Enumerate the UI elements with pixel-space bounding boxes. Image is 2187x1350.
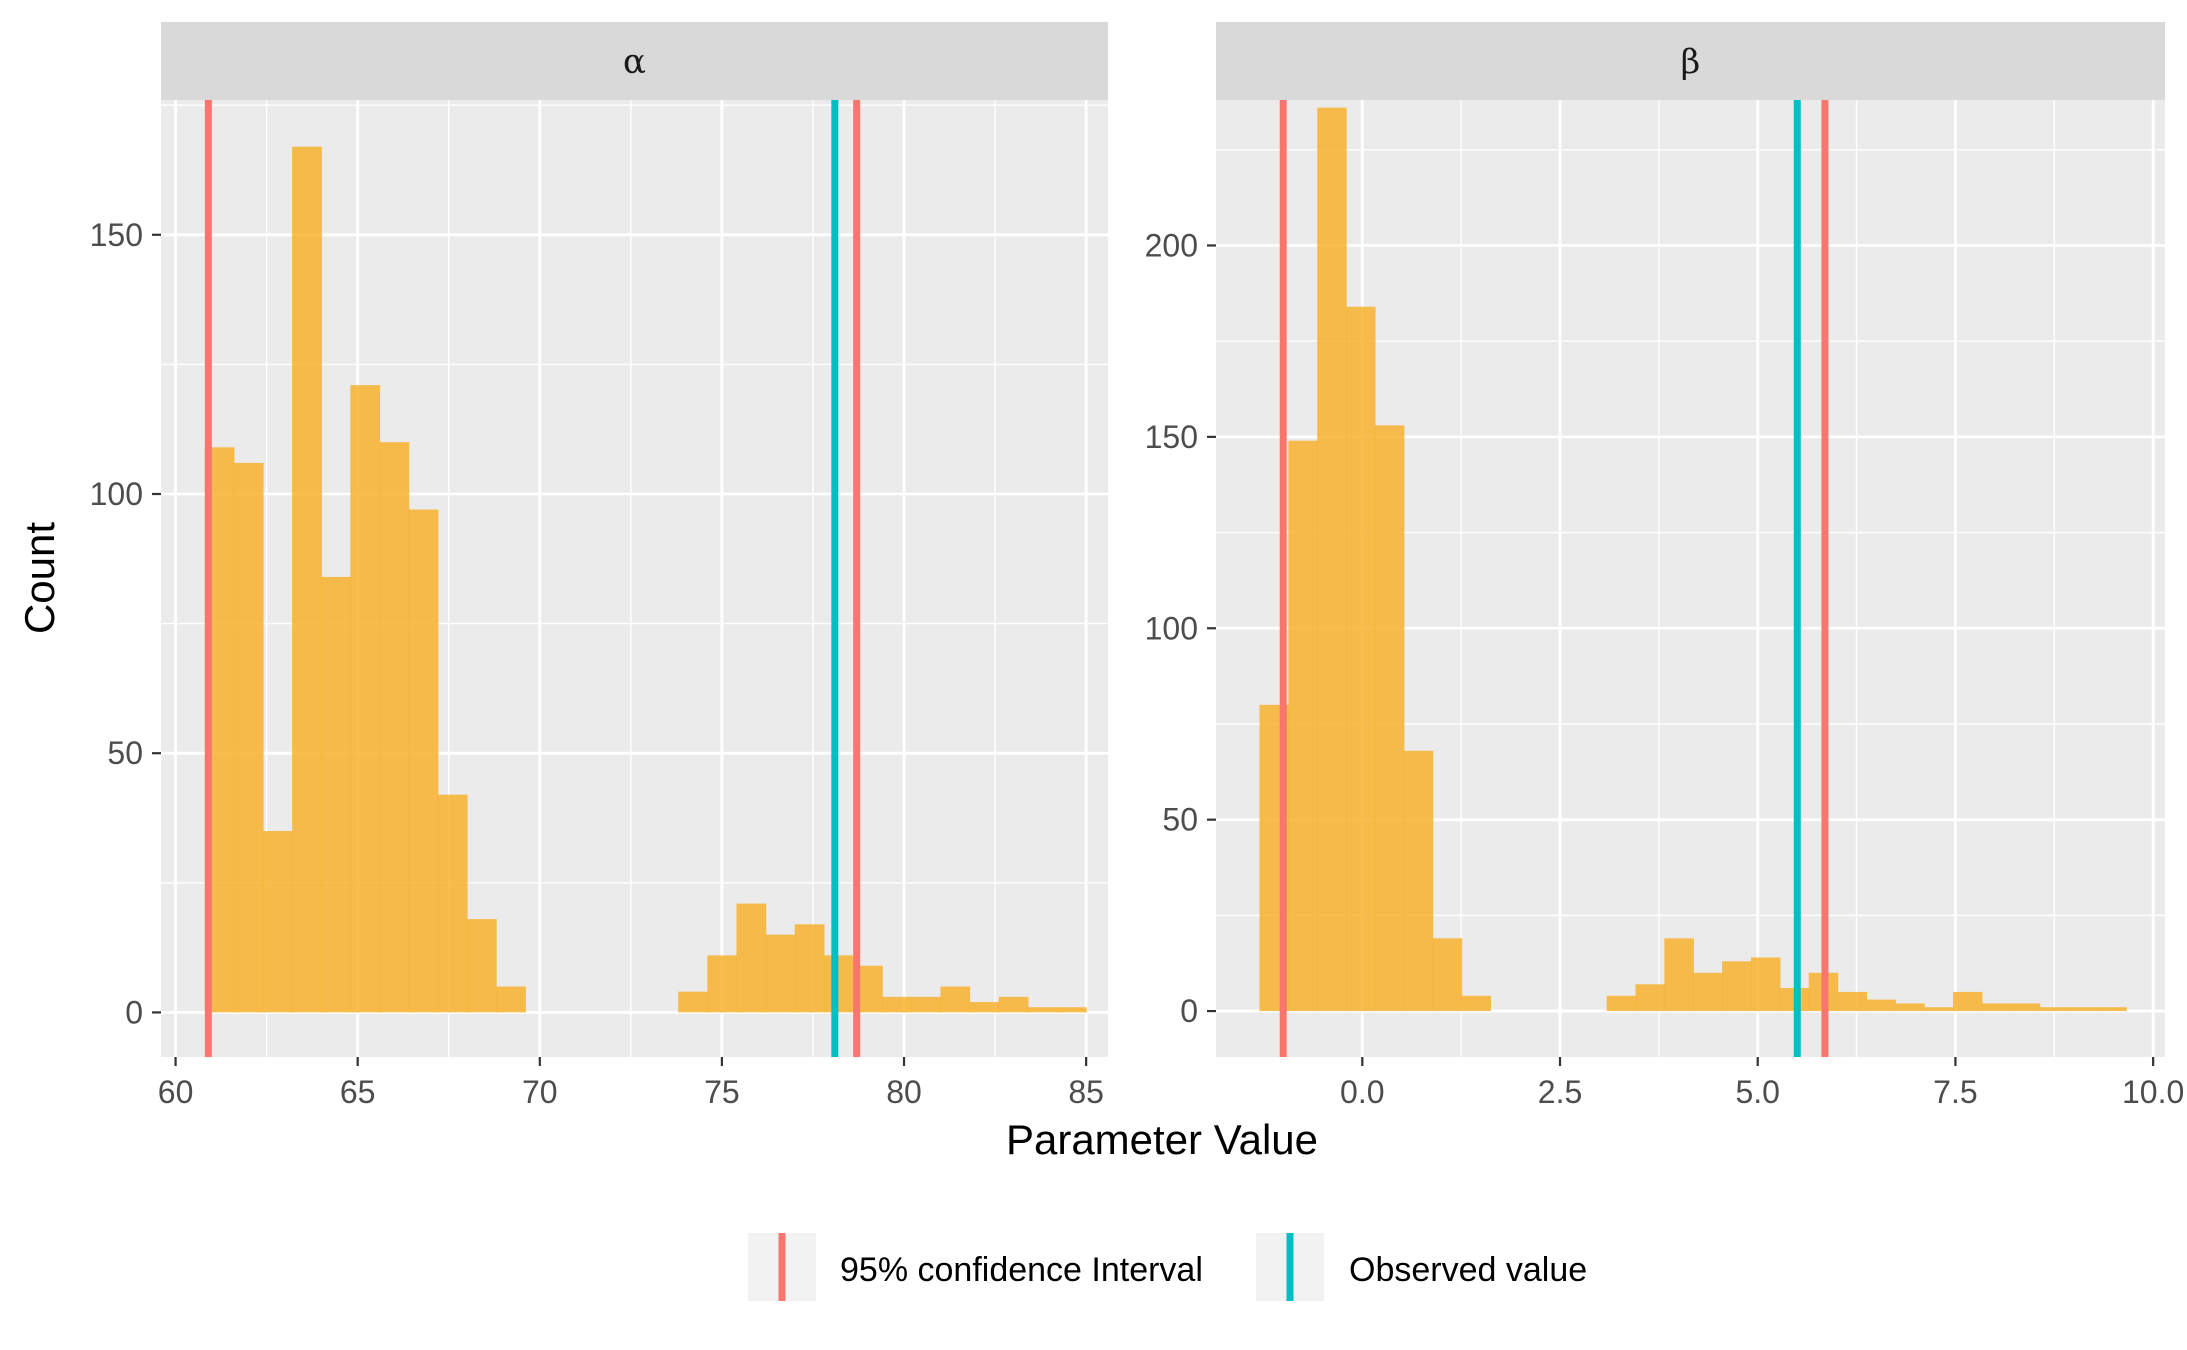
- histogram-bar: [1432, 938, 1463, 1012]
- y-tick-label: 150: [1145, 419, 1198, 455]
- histogram-bar: [736, 903, 767, 1013]
- y-tick-label: 100: [90, 476, 143, 512]
- histogram-bar: [496, 986, 526, 1013]
- x-tick-label: 60: [158, 1074, 194, 1110]
- histogram-bar: [1346, 306, 1376, 1012]
- histogram-bar: [2010, 1003, 2041, 1012]
- legend-label-ci: 95% confidence Interval: [840, 1251, 1203, 1289]
- y-tick-label: 50: [107, 735, 143, 771]
- histogram-bar: [1953, 991, 1983, 1012]
- histogram-bar: [321, 576, 351, 1013]
- histogram-bar: [466, 919, 497, 1013]
- histogram-bar: [911, 996, 942, 1013]
- histogram-bar: [1837, 991, 1868, 1012]
- histogram-bar: [1288, 440, 1318, 1012]
- histogram-bar: [823, 955, 854, 1013]
- histogram-bar: [2039, 1007, 2070, 1012]
- x-axis-title: Parameter Value: [1006, 1116, 1318, 1163]
- histogram-bar: [969, 1002, 1000, 1013]
- histogram-bar: [1635, 984, 1666, 1012]
- panel-2: β 0.0 2.5 5.0 7.5 10.0 0 50 100 150 200: [1145, 22, 2184, 1110]
- y-axis-title: Count: [16, 522, 63, 634]
- x-tick-label: 80: [886, 1074, 922, 1110]
- y-tick-label: 50: [1162, 802, 1198, 838]
- histogram-bar: [2068, 1007, 2098, 1012]
- histogram-bar: [1027, 1007, 1058, 1013]
- histogram-bar: [262, 830, 293, 1013]
- legend-label-observed: Observed value: [1349, 1251, 1587, 1289]
- histogram-bar: [1403, 750, 1434, 1012]
- histogram-bar: [292, 146, 322, 1013]
- y-tick-label: 0: [1180, 993, 1198, 1029]
- histogram-bar: [998, 996, 1029, 1013]
- x-tick-label: 75: [704, 1074, 740, 1110]
- x-tick-label: 7.5: [1933, 1074, 1977, 1110]
- panel-1: α 60 65 70 75 80 85 0 50 100 150: [90, 22, 1108, 1110]
- x-tick-label: 5.0: [1735, 1074, 1779, 1110]
- histogram-bar: [1664, 938, 1694, 1012]
- histogram-bar: [882, 996, 912, 1013]
- histogram-bar: [408, 509, 439, 1013]
- histogram-bar: [2097, 1007, 2127, 1012]
- x-tick-label: 10.0: [2122, 1074, 2184, 1110]
- histogram-bar: [1895, 1003, 1925, 1012]
- y-tick-label: 0: [125, 994, 143, 1030]
- histogram-bar: [1924, 1007, 1954, 1012]
- y-tick-label: 100: [1145, 610, 1198, 646]
- histogram-bar: [1461, 995, 1492, 1012]
- histogram-bar: [1866, 999, 1896, 1012]
- y-tick-label: 200: [1145, 227, 1198, 263]
- histogram-bar: [707, 955, 738, 1013]
- histogram-bar: [379, 442, 410, 1013]
- histogram-bar: [1693, 972, 1723, 1012]
- histogram-bar: [233, 462, 264, 1013]
- histogram-bar: [940, 986, 971, 1013]
- y-tick-label: 150: [90, 217, 143, 253]
- facet-strip-label: β: [1681, 42, 1701, 82]
- histogram-bar: [794, 924, 825, 1013]
- facet-strip: [161, 22, 1108, 100]
- x-tick-label: 85: [1068, 1074, 1104, 1110]
- histogram-bar: [437, 794, 468, 1013]
- histogram-bar: [1606, 995, 1637, 1012]
- x-tick-label: 0.0: [1340, 1074, 1384, 1110]
- histogram-bar: [1981, 1003, 2012, 1012]
- histogram-bar: [1722, 961, 1752, 1012]
- legend: 95% confidence Interval Observed value: [748, 1233, 1587, 1301]
- facet-strip: [1216, 22, 2165, 100]
- histogram-bar: [1317, 107, 1347, 1012]
- facet-strip-label: α: [623, 42, 646, 82]
- x-tick-label: 65: [340, 1074, 376, 1110]
- histogram-bar: [678, 991, 708, 1013]
- histogram-bar: [1057, 1007, 1087, 1013]
- histogram-bar: [765, 934, 796, 1013]
- histogram-bar: [1750, 957, 1781, 1012]
- histogram-bar: [350, 385, 381, 1013]
- x-tick-label: 2.5: [1538, 1074, 1582, 1110]
- x-tick-label: 70: [522, 1074, 558, 1110]
- histogram-bar: [1374, 425, 1405, 1012]
